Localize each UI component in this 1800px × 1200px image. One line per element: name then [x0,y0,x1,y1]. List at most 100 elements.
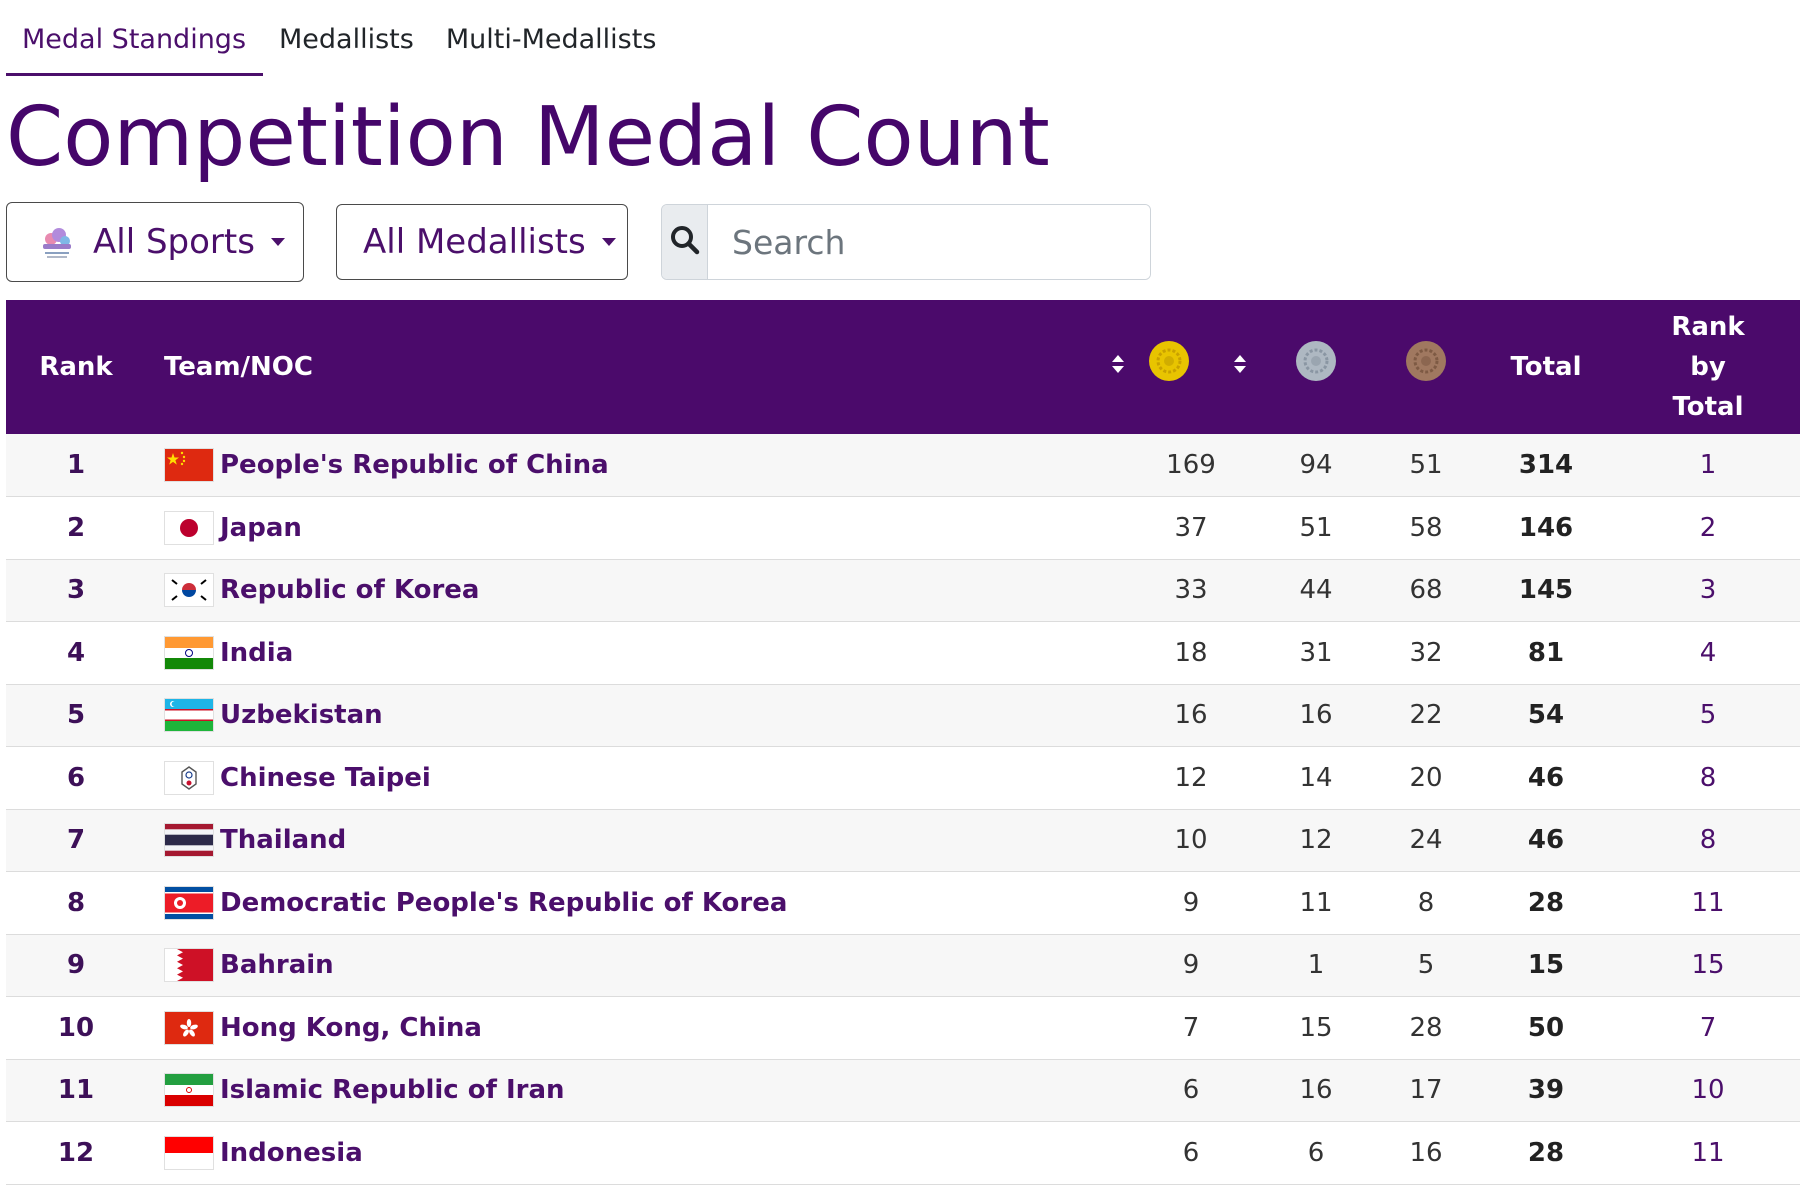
silver-cell: 12 [1299,825,1333,856]
gold-cell: 10 [1174,825,1208,856]
team-cell: Republic of Korea [146,559,1126,622]
rank-by-total-cell: 11 [1691,1137,1725,1168]
search-button[interactable] [662,205,708,279]
medallists-dropdown-label: All Medallists [363,222,586,262]
gold-cell: 16 [1174,700,1208,731]
gold-cell: 9 [1182,950,1200,981]
sports-dropdown[interactable]: All Sports [6,202,304,282]
medallists-dropdown[interactable]: All Medallists [336,204,628,280]
team-header: Team/NOC [146,300,1126,434]
team-link[interactable]: Republic of Korea [220,575,480,606]
team-link[interactable]: Japan [220,512,302,543]
table-row: 3 Republic of Korea 33 44 68 145 3 [6,559,1800,622]
total-cell: 145 [1518,575,1574,606]
team-cell: People's Republic of China [146,434,1126,497]
team-cell: Hong Kong, China [146,997,1126,1060]
rank-by-total-cell: 3 [1699,575,1717,606]
sort-gold-icon[interactable] [1232,347,1248,387]
rank-by-total-cell: 15 [1691,950,1725,981]
table-row: 1 People's Republic of China 169 94 51 3… [6,434,1800,497]
rank-by-total-header: Rank by Total [1616,300,1800,434]
team-link[interactable]: Democratic People's Republic of Korea [220,887,788,918]
bronze-cell: 5 [1417,950,1435,981]
rank-cell: 2 [66,512,86,543]
table-row: 6 Chinese Taipei 12 14 20 46 8 [6,746,1800,809]
bronze-cell: 58 [1409,512,1443,543]
team-link[interactable]: Bahrain [220,950,334,981]
rank-cell: 10 [57,1012,95,1043]
gold-cell: 37 [1174,512,1208,543]
team-link[interactable]: Uzbekistan [220,700,383,731]
tab-medallists[interactable]: Medallists [279,24,414,55]
team-link[interactable]: Hong Kong, China [220,1012,482,1043]
team-link[interactable]: Indonesia [220,1137,363,1168]
rank-cell: 6 [66,762,86,793]
search-icon [669,224,701,260]
rank-cell: 4 [66,637,86,668]
tab-medal-standings[interactable]: Medal Standings [6,0,264,76]
bronze-header [1376,300,1476,434]
rank-by-total-cell: 11 [1691,887,1725,918]
uzbekistan-flag-icon [164,698,214,733]
dpr-korea-flag-icon [164,885,214,920]
table-row: 11 Islamic Republic of Iran 6 16 17 39 1… [6,1059,1800,1122]
india-flag-icon [164,635,214,670]
team-link[interactable]: People's Republic of China [220,450,609,480]
chevron-down-icon [601,238,616,246]
table-row: 8 Democratic People's Republic of Korea … [6,871,1800,934]
table-row: 9 Bahrain 9 1 5 15 15 [6,934,1800,997]
gold-cell: 18 [1174,637,1208,668]
team-header-label: Team/NOC [164,352,313,382]
rank-by-total-line2: by [1690,352,1726,382]
silver-cell: 1 [1307,950,1325,981]
silver-medal-icon [1295,340,1337,394]
team-cell: Thailand [146,809,1126,872]
bahrain-flag-icon [164,948,214,983]
team-link[interactable]: Islamic Republic of Iran [220,1075,565,1106]
sort-team-icon[interactable] [1110,347,1126,387]
bronze-cell: 24 [1409,825,1443,856]
table-row: 12 Indonesia 6 6 16 28 11 [6,1121,1800,1185]
rank-by-total-cell: 10 [1691,1075,1725,1106]
gold-cell: 6 [1182,1137,1200,1168]
silver-cell: 11 [1299,887,1333,918]
korea-flag-icon [164,573,214,608]
total-cell: 146 [1518,512,1574,543]
rank-by-total-cell: 8 [1699,825,1717,856]
indonesia-flag-icon [164,1135,214,1170]
bronze-cell: 20 [1409,762,1443,793]
team-cell: Indonesia [146,1122,1126,1185]
team-link[interactable]: India [220,637,294,668]
silver-cell: 16 [1299,700,1333,731]
medal-table: Rank Team/NOC [6,300,1800,1185]
silver-cell: 44 [1299,575,1333,606]
chevron-down-icon [270,238,285,246]
team-cell: Uzbekistan [146,684,1126,747]
bronze-cell: 32 [1409,637,1443,668]
bronze-cell: 17 [1409,1075,1443,1106]
total-cell: 15 [1527,950,1565,981]
gold-cell: 7 [1182,1012,1200,1043]
gold-cell: 169 [1166,450,1216,480]
gold-cell: 9 [1182,887,1200,918]
table-row: 4 India 18 31 32 81 4 [6,621,1800,685]
team-link[interactable]: Thailand [220,825,347,856]
bronze-cell: 68 [1409,575,1443,606]
silver-header [1256,300,1376,434]
gold-header [1126,300,1256,434]
rank-by-total-cell: 2 [1699,512,1717,543]
tab-multi-medallists[interactable]: Multi-Medallists [445,24,657,55]
silver-cell: 6 [1307,1137,1325,1168]
rank-cell: 12 [57,1137,95,1168]
team-cell: Japan [146,497,1126,560]
team-cell: India [146,622,1126,685]
sports-dropdown-label: All Sports [93,222,255,262]
rank-by-total-line1: Rank [1671,312,1745,342]
team-link[interactable]: Chinese Taipei [220,762,431,793]
search-input[interactable] [708,205,1150,279]
total-cell: 28 [1527,1137,1565,1168]
bronze-cell: 22 [1409,700,1443,731]
silver-cell: 94 [1299,450,1333,480]
bronze-medal-icon [1405,340,1447,394]
